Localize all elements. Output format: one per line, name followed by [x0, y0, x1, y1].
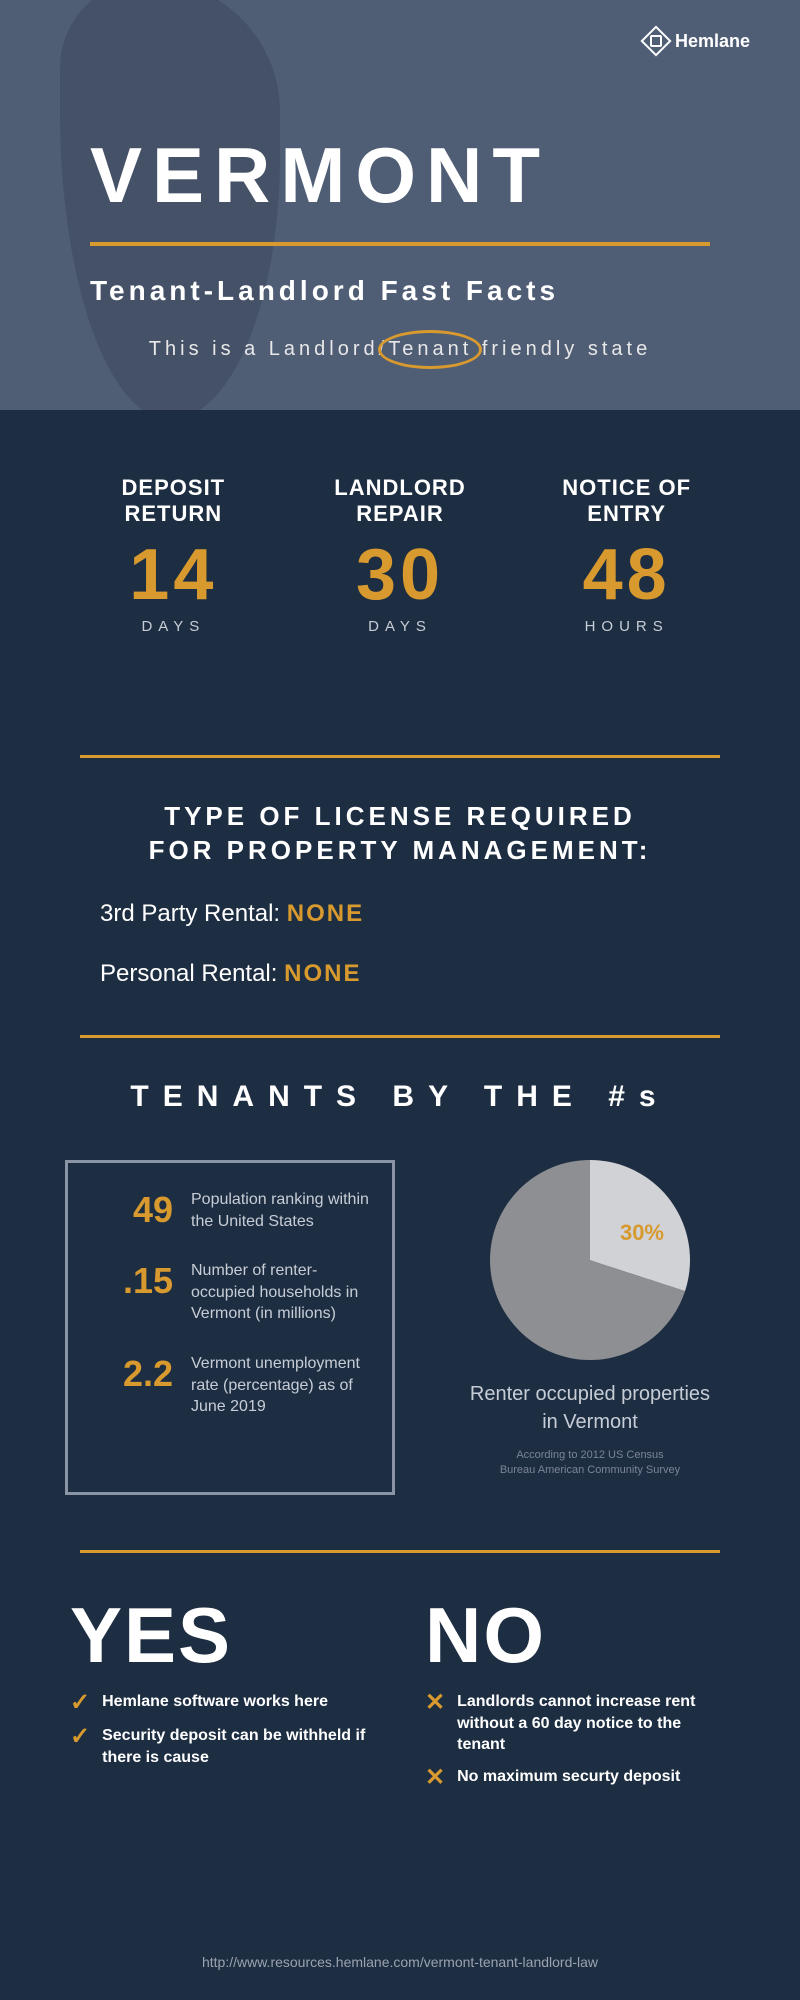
pie-source: According to 2012 US CensusBureau Americ… — [460, 1448, 720, 1479]
brand-icon — [640, 25, 671, 56]
footer-url: http://www.resources.hemlane.com/vermont… — [0, 1954, 800, 1970]
check-icon: ✓ — [70, 1725, 90, 1768]
license-row-personal: Personal Rental: NONE — [100, 960, 361, 988]
box-value: 2.2 — [88, 1353, 173, 1418]
yes-item: ✓ Security deposit can be withheld if th… — [70, 1725, 375, 1768]
yes-item: ✓ Hemlane software works here — [70, 1691, 375, 1715]
stat-unit: HOURS — [513, 618, 740, 635]
page-title: VERMONT — [90, 130, 550, 221]
brand-logo: Hemlane — [645, 30, 750, 52]
license-value: NONE — [284, 960, 361, 987]
license-row-3rd: 3rd Party Rental: NONE — [100, 900, 364, 928]
license-label: 3rd Party Rental: — [100, 900, 287, 927]
box-row: .15 Number of renter-occupied households… — [88, 1260, 372, 1325]
license-heading: TYPE OF LICENSE REQUIREDFOR PROPERTY MAN… — [80, 800, 720, 868]
no-title: NO — [425, 1590, 730, 1681]
divider — [80, 1550, 720, 1553]
box-value: .15 — [88, 1260, 173, 1325]
box-desc: Vermont unemployment rate (percentage) a… — [191, 1353, 372, 1418]
box-value: 49 — [88, 1189, 173, 1232]
yes-no-section: YES ✓ Hemlane software works here ✓ Secu… — [70, 1590, 730, 1790]
box-desc: Number of renter-occupied households in … — [191, 1260, 372, 1325]
tagline-pre: This is a Landlord/ — [149, 338, 388, 360]
box-row: 2.2 Vermont unemployment rate (percentag… — [88, 1353, 372, 1418]
license-value: NONE — [287, 900, 364, 927]
stat-deposit: DEPOSITRETURN 14 DAYS — [60, 475, 287, 635]
divider — [80, 1035, 720, 1038]
infographic-page: Hemlane VERMONT Tenant-Landlord Fast Fac… — [0, 0, 800, 2000]
stat-label: NOTICE OFENTRY — [513, 475, 740, 528]
yes-title: YES — [70, 1590, 375, 1681]
box-desc: Population ranking within the United Sta… — [191, 1189, 372, 1232]
stats-row: DEPOSITRETURN 14 DAYS LANDLORDREPAIR 30 … — [60, 475, 740, 635]
pie-caption: Renter occupied properties in Vermont — [460, 1380, 720, 1436]
pie-chart-area: 30% Renter occupied properties in Vermon… — [460, 1160, 720, 1479]
box-row: 49 Population ranking within the United … — [88, 1189, 372, 1232]
stat-label: DEPOSITRETURN — [60, 475, 287, 528]
brand-text: Hemlane — [675, 31, 750, 52]
license-label: Personal Rental: — [100, 960, 284, 987]
stat-notice: NOTICE OFENTRY 48 HOURS — [513, 475, 740, 635]
cross-icon: ✕ — [425, 1766, 445, 1790]
stat-unit: DAYS — [60, 618, 287, 635]
no-column: NO ✕ Landlords cannot increase rent with… — [425, 1590, 730, 1790]
no-text: No maximum securty deposit — [457, 1766, 680, 1790]
tagline-circled: Tenant — [388, 338, 472, 361]
yes-text: Hemlane software works here — [102, 1691, 328, 1715]
pie-percent-label: 30% — [620, 1220, 664, 1246]
yes-column: YES ✓ Hemlane software works here ✓ Secu… — [70, 1590, 375, 1790]
tenant-stats-box: 49 Population ranking within the United … — [65, 1160, 395, 1495]
no-text: Landlords cannot increase rent without a… — [457, 1691, 730, 1756]
stat-value: 48 — [513, 534, 740, 616]
stat-value: 14 — [60, 534, 287, 616]
stat-label: LANDLORDREPAIR — [287, 475, 514, 528]
divider — [80, 755, 720, 758]
title-underline — [90, 242, 710, 246]
tagline-post: friendly state — [472, 338, 651, 360]
stat-unit: DAYS — [287, 618, 514, 635]
tagline: This is a Landlord/Tenant friendly state — [0, 338, 800, 361]
yes-text: Security deposit can be withheld if ther… — [102, 1725, 375, 1768]
check-icon: ✓ — [70, 1691, 90, 1715]
pie-chart: 30% — [490, 1160, 690, 1360]
stat-value: 30 — [287, 534, 514, 616]
stat-repair: LANDLORDREPAIR 30 DAYS — [287, 475, 514, 635]
cross-icon: ✕ — [425, 1691, 445, 1756]
tenants-title: TENANTS BY THE #s — [0, 1080, 800, 1114]
no-item: ✕ Landlords cannot increase rent without… — [425, 1691, 730, 1756]
subtitle: Tenant-Landlord Fast Facts — [90, 275, 559, 307]
no-item: ✕ No maximum securty deposit — [425, 1766, 730, 1790]
